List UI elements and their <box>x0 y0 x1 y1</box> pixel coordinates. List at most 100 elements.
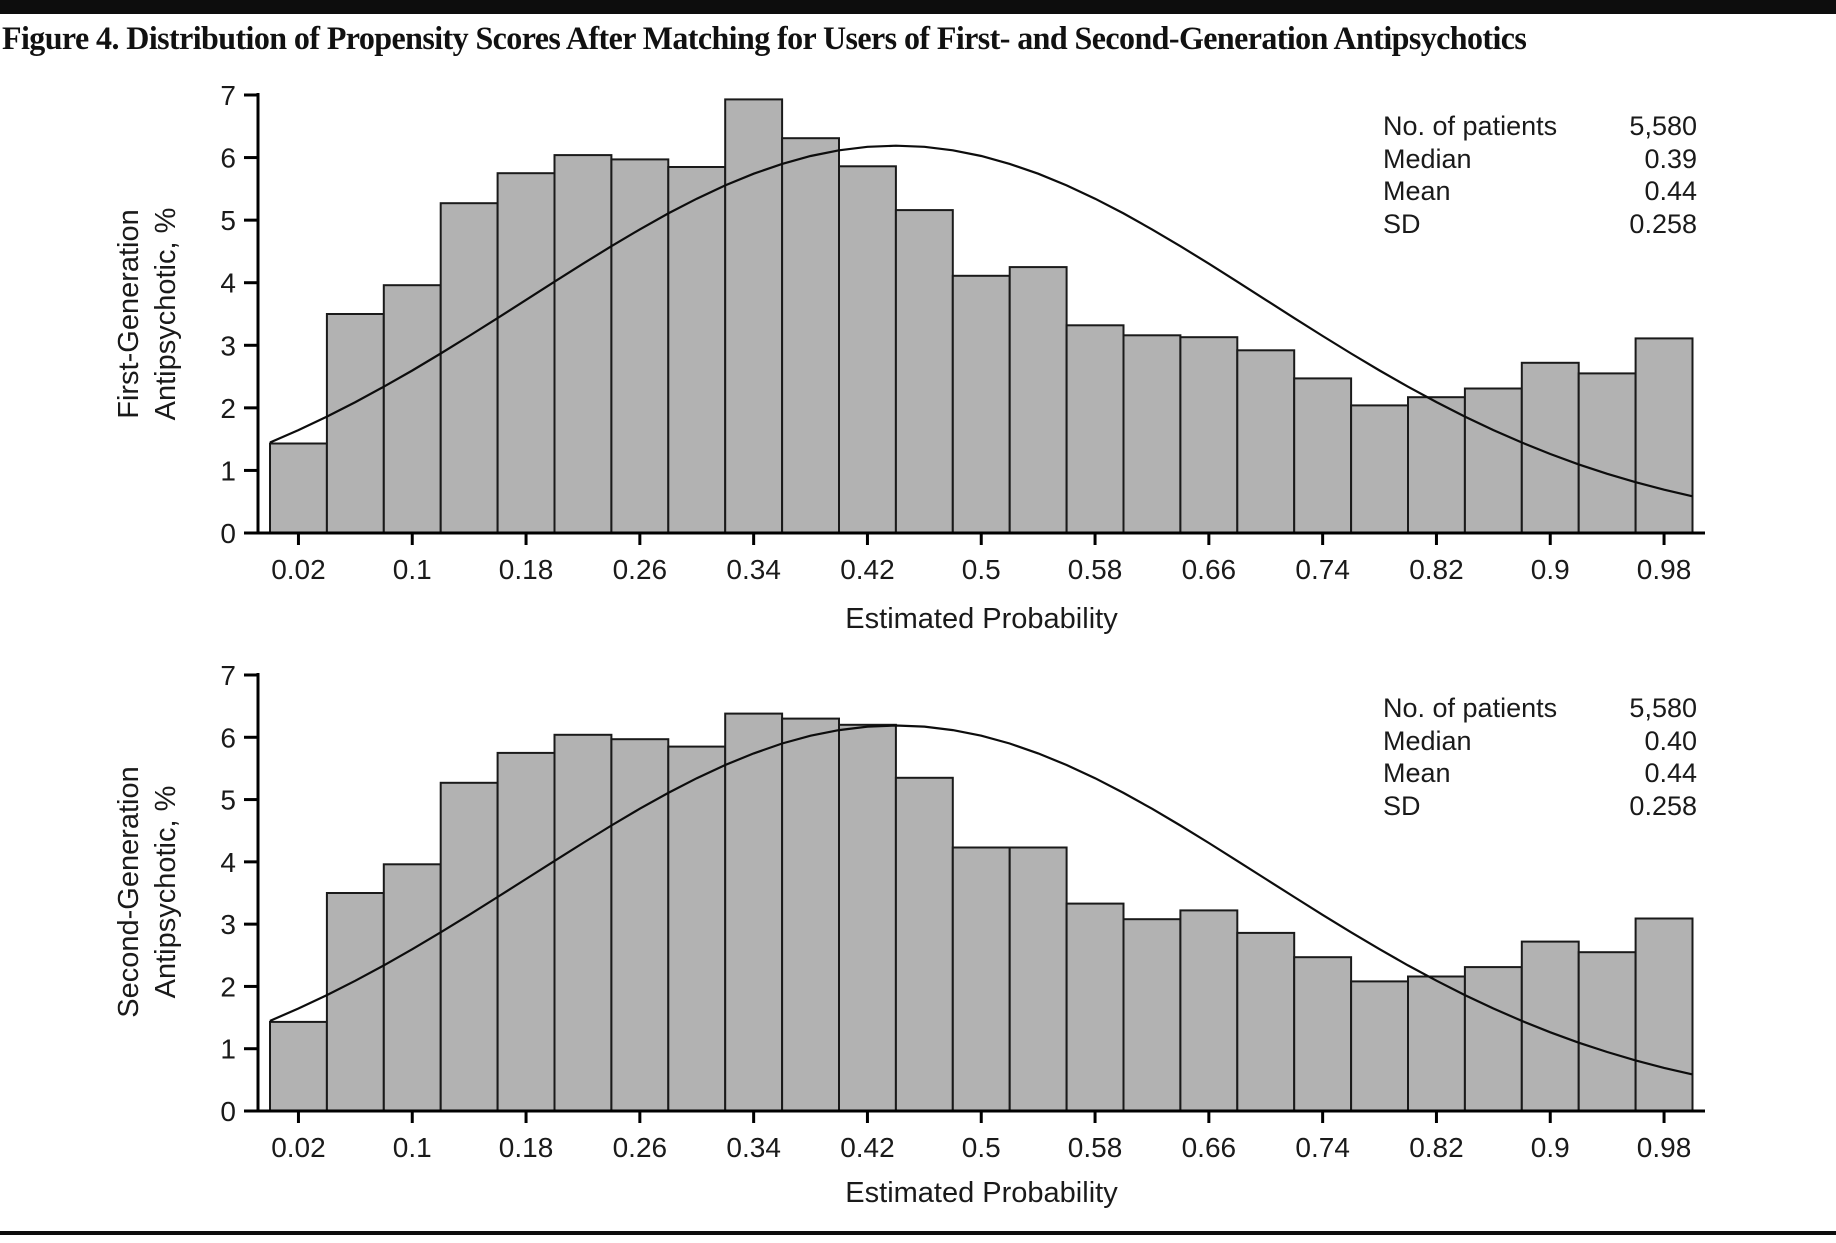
histogram-bar <box>439 781 499 1112</box>
stats-box-first-generation: No. of patients 5,580 Median 0.39 Mean 0… <box>1383 110 1697 240</box>
histogram-bar <box>1634 337 1694 534</box>
stats-row: SD 0.258 <box>1383 790 1697 823</box>
y-tick-label: 3 <box>220 909 236 940</box>
x-tick-label: 0.18 <box>499 554 554 585</box>
histogram-bar <box>838 165 897 535</box>
x-tick-label: 0.02 <box>271 1132 326 1163</box>
histogram-bar <box>1520 940 1580 1112</box>
y-tick-label: 5 <box>220 785 236 816</box>
histogram-bar <box>1122 334 1182 534</box>
histogram-bar <box>553 154 613 534</box>
stats-row: No. of patients 5,580 <box>1383 110 1697 143</box>
y-tick-label: 5 <box>220 205 236 236</box>
y-axis-label-line-1: Second-Generation <box>113 766 145 1018</box>
bottom-rule <box>0 1231 1836 1235</box>
x-tick-label: 0.74 <box>1295 1132 1350 1163</box>
histogram-bar <box>382 284 442 535</box>
stats-label: SD <box>1383 790 1421 821</box>
histogram-bar <box>1463 966 1523 1112</box>
stats-row: Mean 0.44 <box>1383 175 1697 208</box>
x-tick-label: 0.9 <box>1531 1132 1570 1163</box>
stats-row: Mean 0.44 <box>1383 757 1697 790</box>
histogram-bar <box>439 202 499 534</box>
x-axis-title-first-generation: Estimated Probability <box>845 603 1118 635</box>
stats-label: Mean <box>1383 758 1451 788</box>
y-axis-label-second-generation: Second-Generation Antipsychotic, % <box>111 662 185 1122</box>
histogram-bar <box>1463 387 1523 534</box>
x-axis-title-second-generation: Estimated Probability <box>845 1177 1118 1209</box>
density-curve <box>269 144 1693 498</box>
stats-row: No. of patients 5,580 <box>1383 692 1697 725</box>
histogram-bar <box>496 751 556 1113</box>
histogram-bar <box>553 733 613 1112</box>
histogram-bar <box>781 717 840 1112</box>
histogram-bar <box>724 98 784 535</box>
stats-row: Median 0.40 <box>1383 725 1697 758</box>
stats-label: No. of patients <box>1383 111 1558 141</box>
x-tick-label: 0.9 <box>1531 554 1570 585</box>
histogram-bar <box>1350 404 1409 534</box>
x-tick-label: 0.1 <box>393 1132 432 1163</box>
stats-value: 5,580 <box>1629 693 1697 723</box>
histogram-bar <box>894 776 954 1112</box>
histogram-bar <box>1236 931 1296 1113</box>
histogram-bar <box>496 172 556 534</box>
histogram-bar <box>1008 846 1068 1112</box>
histogram-bar <box>1577 951 1637 1113</box>
histogram-bar <box>269 442 328 534</box>
histogram-bar <box>1122 918 1182 1113</box>
stats-label: Median <box>1383 143 1472 174</box>
stats-box-second-generation: No. of patients 5,580 Median 0.40 Mean 0… <box>1383 692 1697 822</box>
stats-value: 5,580 <box>1629 111 1697 141</box>
density-curve <box>269 724 1693 1076</box>
x-tick-label: 0.42 <box>840 1132 895 1163</box>
x-tick-label: 0.02 <box>271 554 326 585</box>
stats-row: SD 0.258 <box>1383 208 1697 241</box>
histogram-bar <box>610 158 670 534</box>
stats-value: 0.44 <box>1644 176 1697 206</box>
x-tick-label: 0.82 <box>1409 554 1464 585</box>
y-axis-label-line-2: Antipsychotic, % <box>150 207 182 421</box>
histogram-bar <box>781 137 840 534</box>
histogram-bar <box>1634 917 1694 1112</box>
y-tick-label: 4 <box>220 847 236 878</box>
histogram-bar <box>951 846 1011 1112</box>
y-tick-label: 1 <box>220 1034 236 1065</box>
histogram-bar <box>724 712 784 1112</box>
y-tick-label: 0 <box>220 518 236 549</box>
stats-label: SD <box>1383 208 1421 239</box>
histogram-bar <box>951 274 1011 534</box>
histogram-bar <box>838 723 897 1112</box>
x-tick-label: 0.26 <box>613 1132 668 1163</box>
histogram-bar <box>610 738 670 1112</box>
stats-value: 0.40 <box>1644 725 1697 756</box>
y-axis-label-line-2: Antipsychotic, % <box>150 785 182 999</box>
x-tick-label: 0.66 <box>1182 1132 1237 1163</box>
stats-label: No. of patients <box>1383 693 1558 723</box>
histogram-bar <box>667 745 727 1112</box>
stats-value: 0.258 <box>1629 208 1697 239</box>
histogram-bar <box>325 892 385 1112</box>
y-tick-label: 2 <box>220 393 236 424</box>
histogram-bar <box>1577 372 1637 534</box>
x-tick-label: 0.18 <box>499 1132 554 1163</box>
stats-value: 0.44 <box>1644 758 1697 788</box>
x-tick-label: 0.26 <box>613 554 668 585</box>
histogram-bar <box>1179 336 1239 535</box>
x-tick-label: 0.34 <box>726 1132 781 1163</box>
histogram-bar <box>1350 980 1409 1113</box>
histogram-bar <box>325 313 385 534</box>
y-tick-label: 3 <box>220 330 236 361</box>
x-tick-label: 0.1 <box>393 554 432 585</box>
x-tick-label: 0.74 <box>1295 554 1350 585</box>
histogram-bar <box>667 166 727 534</box>
histogram-bar <box>1065 902 1125 1112</box>
histogram-bar <box>269 1020 328 1113</box>
y-tick-label: 4 <box>220 268 236 299</box>
histogram-bar <box>1065 324 1125 534</box>
stats-value: 0.258 <box>1629 790 1697 821</box>
stats-row: Median 0.39 <box>1383 143 1697 176</box>
x-tick-label: 0.58 <box>1068 1132 1123 1163</box>
